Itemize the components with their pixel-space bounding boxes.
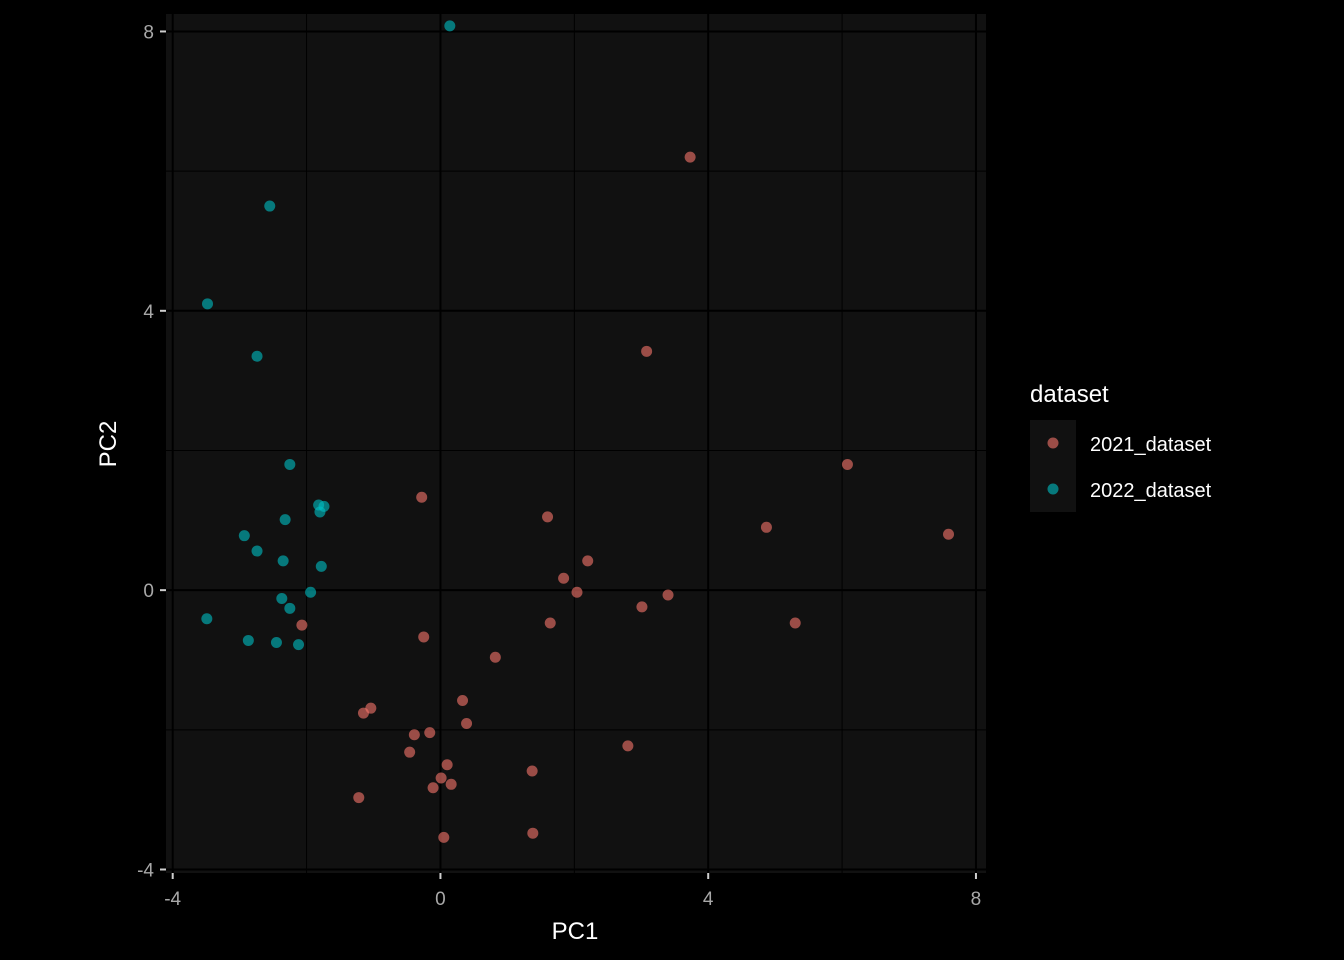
data-point <box>201 613 213 625</box>
axis-ticks <box>160 30 977 879</box>
data-point <box>251 350 263 362</box>
y-tick-label: 8 <box>143 22 154 43</box>
data-point <box>427 782 439 794</box>
data-point <box>789 617 801 629</box>
data-point <box>242 634 254 646</box>
legend-label-2022: 2022_dataset <box>1090 480 1212 502</box>
data-point <box>408 729 420 741</box>
data-point <box>489 651 501 663</box>
data-point <box>357 707 369 719</box>
data-point <box>444 20 456 32</box>
series-2021_dataset <box>296 151 955 843</box>
data-point <box>457 695 469 707</box>
data-point <box>582 555 594 567</box>
data-point <box>353 792 365 804</box>
data-point <box>641 345 653 357</box>
grid-major <box>166 14 986 873</box>
legend-label-2021: 2021_dataset <box>1090 434 1212 456</box>
legend-key-2021 <box>1047 437 1059 449</box>
x-tick-label: 8 <box>971 889 982 910</box>
data-point <box>684 151 696 163</box>
x-axis-title: PC1 <box>552 918 599 945</box>
data-point <box>571 586 583 598</box>
data-point <box>238 530 250 542</box>
points-layer <box>201 20 955 843</box>
y-tick-labels: -4 0 4 8 <box>137 22 154 881</box>
data-point <box>315 560 327 572</box>
y-tick-label: 0 <box>143 581 154 602</box>
data-point <box>445 778 457 790</box>
grid-minor <box>166 14 986 873</box>
data-point <box>943 528 955 540</box>
series-2022_dataset <box>201 20 456 651</box>
data-point <box>284 458 296 470</box>
data-point <box>277 555 289 567</box>
data-point <box>461 718 473 730</box>
data-point <box>264 200 276 212</box>
x-tick-label: 0 <box>435 889 446 910</box>
data-point <box>662 589 674 601</box>
data-point <box>544 617 556 629</box>
data-point <box>270 637 282 649</box>
y-axis-title: PC2 <box>95 421 122 468</box>
data-point <box>276 593 288 605</box>
data-point <box>841 458 853 470</box>
legend: dataset 2021_dataset 2022_dataset <box>1030 381 1212 512</box>
legend-key-background <box>1030 420 1076 512</box>
data-point <box>251 545 263 557</box>
data-point <box>279 514 291 526</box>
x-tick-label: 4 <box>703 889 714 910</box>
plot-panel <box>166 14 986 873</box>
data-point <box>558 572 570 584</box>
data-point <box>435 772 447 784</box>
data-point <box>441 759 453 771</box>
data-point <box>527 827 539 839</box>
data-point <box>418 631 430 643</box>
y-tick-label: -4 <box>137 861 154 882</box>
x-tick-label: -4 <box>164 889 181 910</box>
y-tick-label: 4 <box>143 302 154 323</box>
data-point <box>284 602 296 614</box>
data-point <box>760 521 772 533</box>
data-point <box>416 491 428 503</box>
legend-key-2022 <box>1047 483 1059 495</box>
data-point <box>293 639 305 651</box>
data-point <box>296 619 308 631</box>
data-point <box>314 506 326 518</box>
legend-title: dataset <box>1030 381 1109 408</box>
data-point <box>202 298 214 310</box>
data-point <box>305 586 317 598</box>
data-point <box>424 727 436 739</box>
x-tick-labels: -4 0 4 8 <box>164 889 981 910</box>
data-point <box>526 765 538 777</box>
data-point <box>622 740 634 752</box>
data-point <box>636 601 648 613</box>
data-point <box>542 511 554 523</box>
data-point <box>404 746 416 758</box>
data-point <box>438 831 450 843</box>
